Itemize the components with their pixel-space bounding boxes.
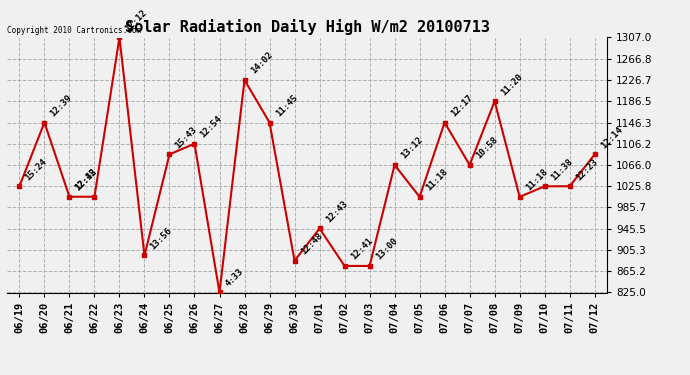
Text: 13:00: 13:00 xyxy=(374,236,399,262)
Text: 12:14: 12:14 xyxy=(599,125,624,150)
Text: 12:39: 12:39 xyxy=(48,93,74,118)
Text: 11:38: 11:38 xyxy=(549,157,574,182)
Text: 10:58: 10:58 xyxy=(474,135,499,161)
Text: 12:17: 12:17 xyxy=(448,93,474,118)
Text: 11:20: 11:20 xyxy=(499,72,524,97)
Text: 12:43: 12:43 xyxy=(324,199,349,224)
Text: 11:18: 11:18 xyxy=(524,167,549,193)
Text: 12:54: 12:54 xyxy=(199,114,224,140)
Text: 12:12: 12:12 xyxy=(74,167,99,193)
Text: 11:18: 11:18 xyxy=(424,167,449,193)
Text: 4:33: 4:33 xyxy=(224,267,245,288)
Text: 12:48: 12:48 xyxy=(299,231,324,256)
Text: 11:45: 11:45 xyxy=(274,93,299,118)
Text: 15:24: 15:24 xyxy=(23,157,49,182)
Text: 12:23: 12:23 xyxy=(574,157,599,182)
Text: 15:43: 15:43 xyxy=(174,125,199,150)
Text: 12:12: 12:12 xyxy=(124,8,149,33)
Title: Solar Radiation Daily High W/m2 20100713: Solar Radiation Daily High W/m2 20100713 xyxy=(125,19,489,35)
Text: 13:12: 13:12 xyxy=(399,135,424,161)
Text: 14:02: 14:02 xyxy=(248,51,274,76)
Text: 13:56: 13:56 xyxy=(148,226,174,251)
Text: 12:41: 12:41 xyxy=(348,236,374,262)
Text: 12:45: 12:45 xyxy=(74,167,99,193)
Text: Copyright 2010 Cartronics.com: Copyright 2010 Cartronics.com xyxy=(7,26,141,35)
